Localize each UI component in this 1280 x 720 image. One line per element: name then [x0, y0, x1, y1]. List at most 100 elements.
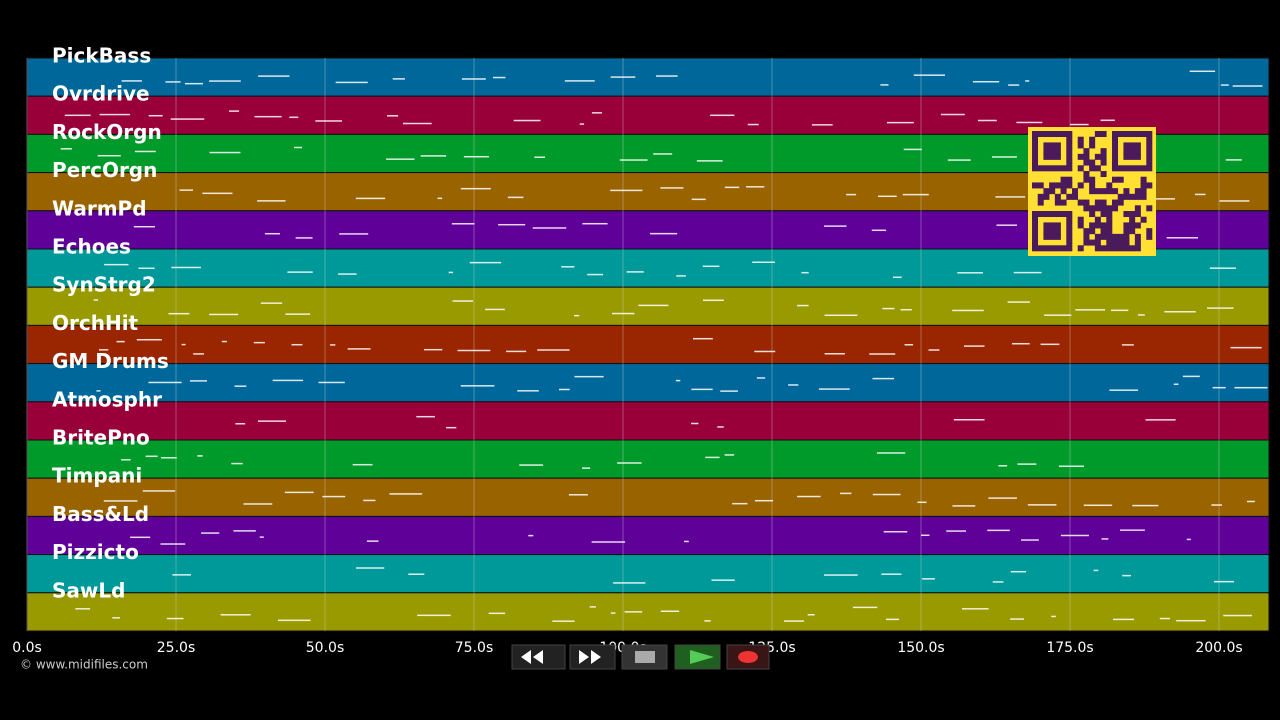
qr-module	[1112, 165, 1119, 172]
qr-module	[1049, 182, 1056, 189]
qr-module	[1106, 222, 1113, 229]
track-lane	[26, 286, 1270, 326]
qr-module	[1054, 199, 1061, 206]
qr-module	[1043, 165, 1050, 172]
note	[732, 502, 748, 505]
note	[234, 385, 247, 387]
qr-module	[1106, 233, 1113, 240]
note	[1214, 580, 1234, 583]
qr-module	[1054, 153, 1061, 160]
qr-module	[1134, 153, 1141, 160]
track-lane	[26, 363, 1270, 403]
qr-module	[1146, 148, 1153, 155]
qr-module	[1117, 131, 1124, 138]
track-label: SawLd	[52, 578, 125, 602]
note	[460, 187, 491, 190]
note	[335, 81, 368, 84]
record-button[interactable]	[726, 644, 770, 670]
note	[1040, 343, 1060, 346]
qr-module	[1032, 142, 1039, 149]
note	[181, 343, 186, 346]
qr-module	[1037, 245, 1044, 252]
qr-module	[1117, 165, 1124, 172]
note	[704, 620, 711, 622]
qr-module	[1134, 222, 1141, 229]
note	[613, 582, 646, 584]
note	[995, 196, 1026, 198]
note	[876, 452, 906, 454]
track-lane	[26, 57, 1270, 97]
note	[754, 499, 774, 502]
qr-module	[1054, 233, 1061, 240]
qr-module	[1112, 245, 1119, 252]
note	[145, 455, 158, 458]
note	[1225, 159, 1242, 161]
note	[1145, 419, 1176, 421]
track-label: PickBass	[52, 44, 151, 68]
qr-module	[1054, 245, 1061, 252]
rewind-button[interactable]	[511, 644, 566, 670]
note	[676, 275, 686, 277]
qr-module	[1066, 153, 1073, 160]
qr-module	[1066, 165, 1073, 172]
note	[189, 380, 207, 382]
note	[880, 84, 889, 86]
note	[338, 273, 357, 275]
note	[517, 390, 539, 392]
note	[138, 267, 155, 270]
qr-module	[1077, 216, 1084, 223]
qr-module	[1037, 211, 1044, 218]
qr-module	[1037, 131, 1044, 138]
note	[818, 388, 850, 390]
note	[691, 388, 713, 391]
note	[582, 222, 608, 225]
qr-module	[1094, 131, 1101, 138]
qr-module	[1089, 176, 1096, 183]
note	[922, 578, 935, 580]
note	[947, 159, 971, 161]
grid	[26, 58, 1220, 631]
qr-module	[1100, 148, 1107, 155]
qr-module	[1043, 153, 1050, 160]
note	[386, 158, 415, 160]
qr-module	[1146, 131, 1153, 138]
qr-module	[1089, 188, 1096, 195]
note	[295, 237, 313, 239]
qr-module	[1089, 165, 1096, 172]
note	[957, 272, 983, 274]
qr-module	[1129, 153, 1136, 160]
note	[209, 313, 239, 316]
note	[253, 341, 265, 344]
note	[558, 388, 570, 391]
track-label: OrchHit	[52, 311, 139, 335]
note	[448, 271, 454, 274]
qr-module	[1146, 228, 1153, 235]
note	[506, 350, 527, 353]
qr-module	[1066, 136, 1073, 143]
note	[1137, 314, 1145, 316]
note	[1016, 121, 1043, 124]
qr-module	[1043, 245, 1050, 252]
qr-module	[1043, 148, 1050, 155]
qr-module	[1094, 188, 1101, 195]
qr-module	[1066, 176, 1073, 183]
track-labels: PickBass Ovrdrive RockOrgn PercOrgn WarmPd Ec…	[52, 44, 169, 603]
note	[1069, 123, 1089, 126]
qr-module	[1032, 131, 1039, 138]
track-label: SynStrg2	[52, 273, 156, 297]
note	[352, 463, 373, 466]
note	[881, 573, 902, 575]
qr-module	[1049, 165, 1056, 172]
note	[148, 114, 163, 117]
stop-button[interactable]	[621, 644, 668, 670]
qr-module	[1129, 165, 1136, 172]
qr-module	[1049, 148, 1056, 155]
qr-module	[1089, 182, 1096, 189]
note	[705, 456, 720, 459]
play-button[interactable]	[674, 644, 721, 670]
qr-module	[1060, 176, 1067, 183]
qr-module	[1117, 176, 1124, 183]
forward-button[interactable]	[569, 644, 616, 670]
qr-module	[1100, 188, 1107, 195]
